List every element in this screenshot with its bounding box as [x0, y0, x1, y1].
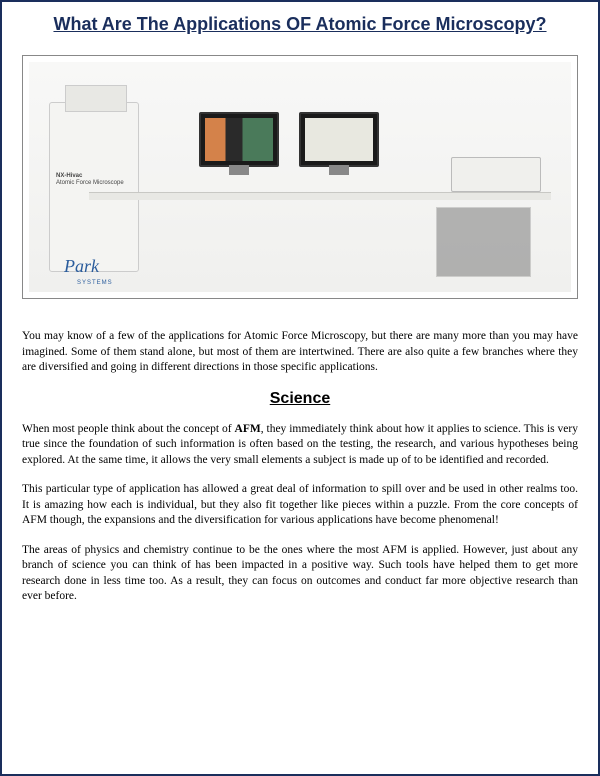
brand-logo: Park — [64, 256, 99, 277]
science-paragraph-2: This particular type of application has … — [22, 482, 578, 529]
equipment-desc: Atomic Force Microscope — [56, 180, 124, 187]
afm-machine-shape: NX-Hivac Atomic Force Microscope — [49, 102, 139, 272]
brand-sublabel: SYSTEMS — [77, 280, 113, 286]
science-paragraph-3: The areas of physics and chemistry conti… — [22, 543, 578, 605]
intro-paragraph: You may know of a few of the application… — [22, 329, 578, 376]
equipment-image-frame: NX-Hivac Atomic Force Microscope Park SY… — [22, 55, 578, 299]
equipment-model: NX-Hivac — [56, 173, 124, 180]
monitor-right — [299, 112, 379, 167]
science-p1-before: When most people think about the concept… — [22, 423, 235, 435]
section-heading-science: Science — [22, 390, 578, 408]
lower-cabinet — [436, 207, 531, 277]
equipment-illustration: NX-Hivac Atomic Force Microscope Park SY… — [29, 62, 571, 292]
monitor-left — [199, 112, 279, 167]
page-title: What Are The Applications OF Atomic Forc… — [22, 14, 578, 35]
lab-bench-shape — [89, 192, 551, 200]
afm-bold: AFM — [235, 423, 261, 435]
science-paragraph-1: When most people think about the concept… — [22, 422, 578, 469]
equipment-label: NX-Hivac Atomic Force Microscope — [56, 173, 124, 186]
controller-box — [451, 157, 541, 192]
